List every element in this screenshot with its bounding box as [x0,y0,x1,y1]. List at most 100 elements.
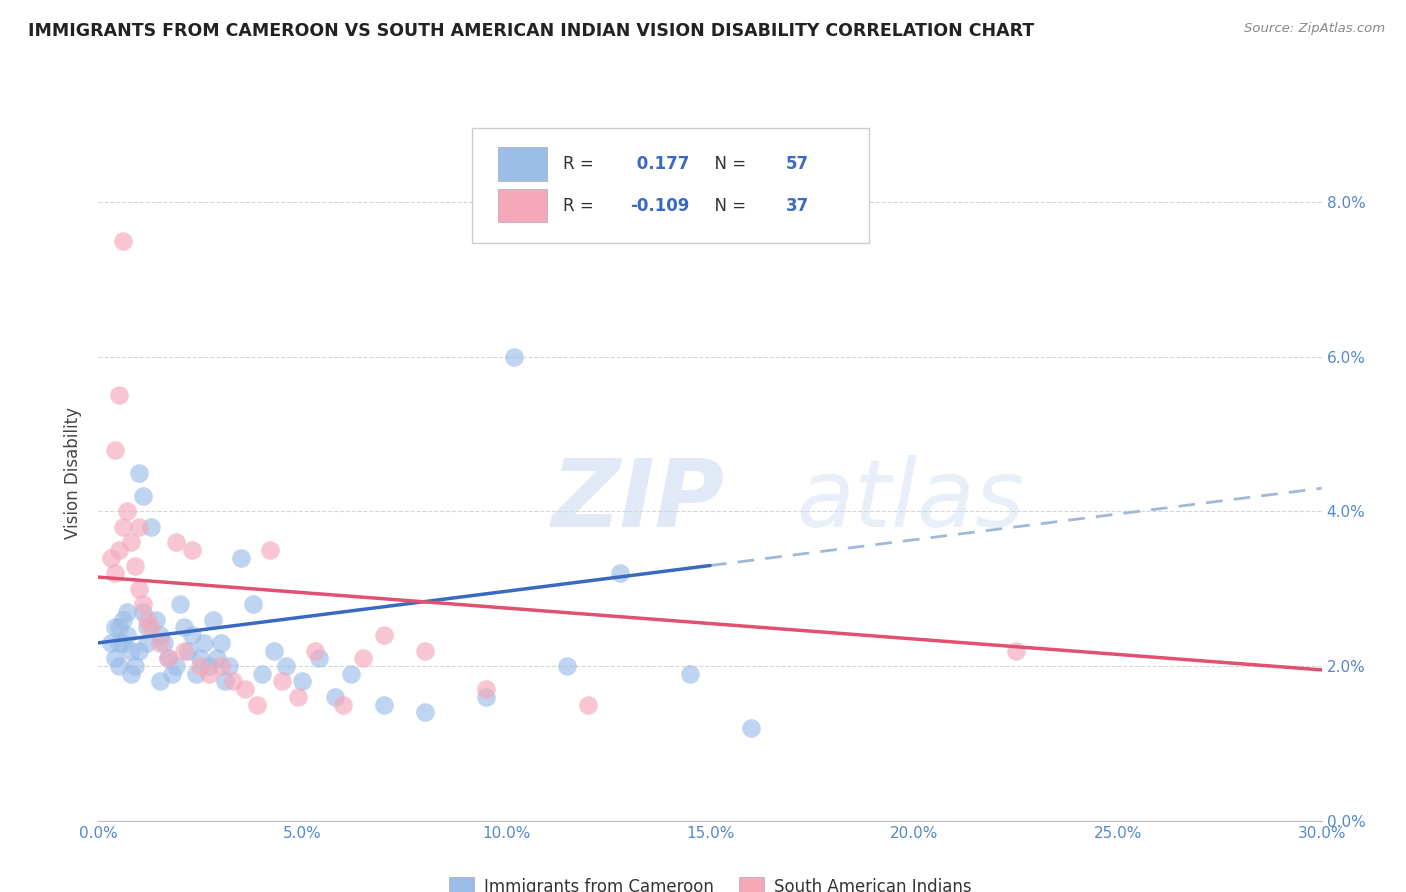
Point [115,605,138,619]
Point [128,466,150,480]
Point [233,682,256,697]
Point [152,636,174,650]
Point [108,388,131,402]
Point [104,566,127,581]
Point [173,643,195,657]
Point [156,651,179,665]
Point [181,628,204,642]
Point [100,636,122,650]
Text: N =: N = [704,155,751,173]
Point [108,659,131,673]
Point [104,651,127,665]
Point [413,706,436,720]
Point [373,698,395,712]
Point [111,234,134,248]
Point [141,520,163,534]
Point [291,674,314,689]
Point [186,666,208,681]
Point [503,350,526,364]
Point [474,682,498,697]
FancyBboxPatch shape [498,189,547,222]
Point [181,543,204,558]
Point [128,520,150,534]
Point [115,504,138,518]
Point [340,666,363,681]
Point [165,535,187,549]
Point [287,690,309,704]
Point [111,520,134,534]
Point [209,636,232,650]
Text: Source: ZipAtlas.com: Source: ZipAtlas.com [1244,22,1385,36]
Point [209,659,232,673]
Point [108,543,131,558]
Point [141,620,163,634]
Point [108,620,131,634]
Point [679,666,702,681]
Point [108,636,131,650]
Point [165,659,187,673]
Point [304,643,326,657]
Point [156,651,179,665]
Point [263,643,285,657]
Point [231,550,253,565]
Text: IMMIGRANTS FROM CAMEROON VS SOUTH AMERICAN INDIAN VISION DISABILITY CORRELATION : IMMIGRANTS FROM CAMEROON VS SOUTH AMERIC… [28,22,1035,40]
Point [740,721,762,735]
Point [124,659,146,673]
Point [259,543,281,558]
Text: ZIP: ZIP [551,455,724,547]
Point [222,674,245,689]
Point [115,628,138,642]
Point [373,628,395,642]
Point [1004,643,1026,657]
Point [120,666,142,681]
Point [145,613,167,627]
Point [474,690,498,704]
Point [609,566,631,581]
Point [332,698,354,712]
Point [413,643,436,657]
Point [136,613,159,627]
Point [188,659,212,673]
Point [111,613,134,627]
Text: N =: N = [704,196,751,215]
Point [136,620,159,634]
Text: 37: 37 [786,196,808,215]
Point [270,674,294,689]
Point [111,636,134,650]
Point [136,636,159,650]
Point [242,597,264,611]
Point [124,558,146,573]
Point [120,535,142,549]
Point [169,597,191,611]
Point [173,620,195,634]
Point [197,666,219,681]
Point [205,651,228,665]
Text: 0.177: 0.177 [630,155,689,173]
Point [214,674,236,689]
Point [149,674,172,689]
Point [274,659,297,673]
Point [128,582,150,596]
Point [128,643,150,657]
Point [149,628,172,642]
Point [246,698,269,712]
Text: 57: 57 [786,155,808,173]
Point [201,613,224,627]
Point [250,666,273,681]
Point [177,643,200,657]
Text: R =: R = [564,196,599,215]
Point [132,489,155,503]
Point [149,636,172,650]
Point [576,698,599,712]
Text: atlas: atlas [796,455,1024,546]
Point [120,643,142,657]
Point [132,605,155,619]
Point [100,550,122,565]
Point [352,651,374,665]
Point [193,636,215,650]
Point [557,659,579,673]
Point [132,597,155,611]
Point [218,659,240,673]
Point [104,442,127,457]
Point [323,690,346,704]
